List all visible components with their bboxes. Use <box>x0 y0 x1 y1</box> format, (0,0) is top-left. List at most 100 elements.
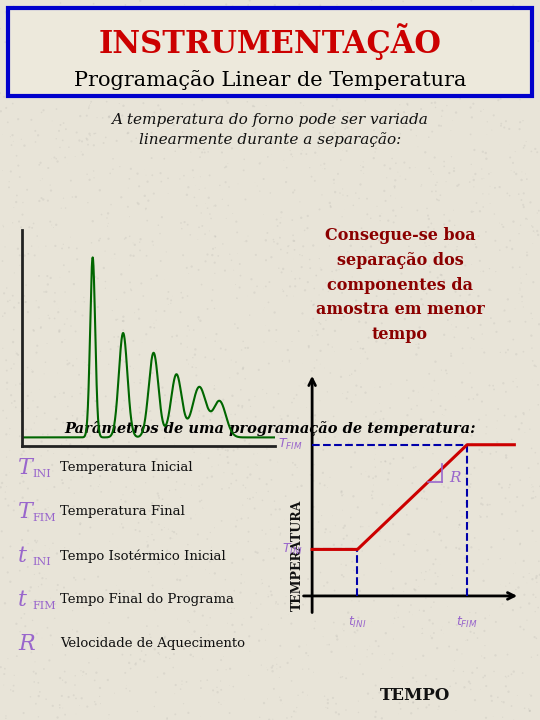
Point <box>62 12 70 23</box>
Point <box>460 682 469 693</box>
Point <box>389 505 398 517</box>
Point <box>357 222 366 234</box>
Point <box>102 391 110 402</box>
Point <box>227 255 236 266</box>
Point <box>80 296 89 307</box>
Point <box>50 424 59 436</box>
Point <box>310 459 319 471</box>
Point <box>387 302 395 313</box>
Point <box>57 54 66 66</box>
Point <box>331 520 340 531</box>
Point <box>33 535 42 546</box>
Point <box>188 444 197 455</box>
Point <box>454 474 462 485</box>
Point <box>136 654 145 665</box>
Point <box>323 698 332 709</box>
Point <box>462 525 470 536</box>
Point <box>402 4 411 15</box>
Point <box>221 344 230 356</box>
Point <box>307 365 316 377</box>
Point <box>218 483 226 495</box>
Point <box>528 479 536 490</box>
Text: INSTRUMENTAÇÃO: INSTRUMENTAÇÃO <box>99 24 441 60</box>
Point <box>245 80 254 91</box>
Point <box>49 538 57 549</box>
Point <box>124 588 133 600</box>
Point <box>348 271 356 283</box>
Point <box>443 100 451 112</box>
Point <box>28 240 36 252</box>
Point <box>0 552 8 563</box>
Point <box>150 107 159 118</box>
Point <box>31 535 39 546</box>
Point <box>31 125 39 137</box>
Point <box>125 230 134 242</box>
Point <box>394 166 402 178</box>
Point <box>81 405 90 417</box>
Point <box>61 649 70 661</box>
Point <box>521 43 529 55</box>
Point <box>79 60 87 72</box>
Point <box>315 395 324 407</box>
Point <box>124 612 132 624</box>
Point <box>287 135 295 146</box>
Point <box>265 276 274 288</box>
Point <box>470 627 478 639</box>
Point <box>499 377 508 389</box>
Point <box>116 161 124 172</box>
Point <box>479 104 488 115</box>
Point <box>91 127 100 139</box>
Point <box>325 639 334 650</box>
Point <box>507 165 515 176</box>
Point <box>244 0 252 11</box>
Point <box>197 634 205 645</box>
Point <box>274 263 283 274</box>
Point <box>210 354 219 365</box>
Point <box>455 505 464 516</box>
Point <box>269 683 278 695</box>
Point <box>535 480 540 492</box>
Point <box>276 529 285 541</box>
Point <box>363 353 372 364</box>
Point <box>217 432 226 444</box>
Point <box>148 498 157 509</box>
Point <box>388 580 396 592</box>
Point <box>247 274 256 285</box>
Point <box>143 621 151 632</box>
Point <box>186 649 195 660</box>
Point <box>507 701 516 712</box>
Point <box>146 321 155 333</box>
Point <box>112 505 120 516</box>
Point <box>78 328 86 340</box>
Point <box>233 47 242 58</box>
Point <box>313 590 321 602</box>
Point <box>437 535 445 546</box>
Point <box>38 428 47 440</box>
Point <box>4 296 12 307</box>
Point <box>330 325 339 337</box>
Point <box>245 631 254 642</box>
Point <box>516 602 525 613</box>
Point <box>155 386 164 397</box>
Point <box>502 580 510 592</box>
Point <box>268 30 277 41</box>
Point <box>465 594 474 606</box>
Point <box>19 446 28 457</box>
Point <box>130 307 139 318</box>
Point <box>273 659 281 670</box>
Point <box>377 456 386 468</box>
Point <box>319 284 327 295</box>
Point <box>534 379 540 391</box>
Point <box>495 478 503 490</box>
Point <box>35 92 44 104</box>
Point <box>14 91 22 102</box>
Point <box>278 284 287 295</box>
Point <box>9 400 17 412</box>
Point <box>323 694 332 706</box>
Point <box>168 554 177 566</box>
Point <box>354 696 363 707</box>
Point <box>403 436 411 448</box>
Point <box>503 586 512 598</box>
Point <box>79 410 87 421</box>
Point <box>246 29 254 40</box>
